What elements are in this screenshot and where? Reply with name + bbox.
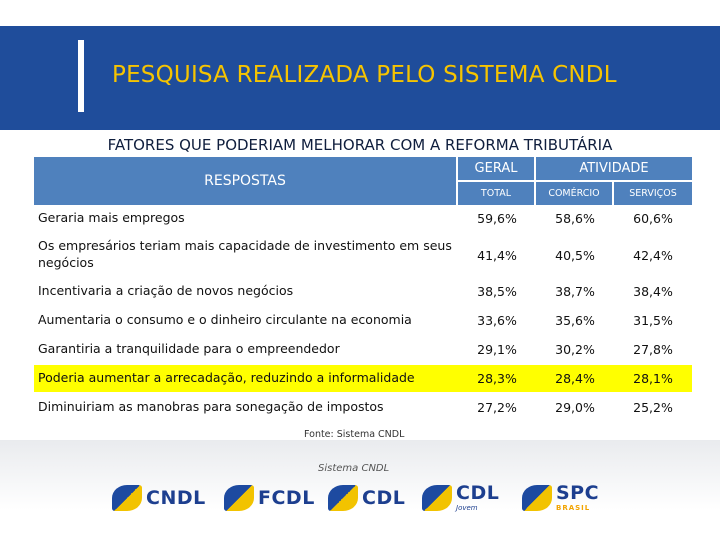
row-label: Incentivaria a criação de novos negócios xyxy=(34,278,458,307)
row-comercio: 28,4% xyxy=(536,365,614,394)
cdl-logo-text: CDL xyxy=(362,486,406,509)
table-title: FATORES QUE PODERIAM MELHORAR COM A REFO… xyxy=(107,136,613,154)
spc-logo-icon xyxy=(522,485,552,511)
row-servicos: 31,5% xyxy=(614,307,692,336)
footer-caption: Sistema CNDL xyxy=(318,463,390,474)
row-label: Diminuiriam as manobras para sonegação d… xyxy=(34,394,458,423)
header-banner: PESQUISA REALIZADA PELO SISTEMA CNDL xyxy=(0,26,720,130)
header-servicos: SERVIÇOS xyxy=(614,182,692,205)
spc-logo-sub: BRASIL xyxy=(556,504,591,512)
row-total: 59,6% xyxy=(458,205,536,234)
row-label: Geraria mais empregos xyxy=(34,205,458,234)
fcdl-logo-text: FCDL xyxy=(258,486,315,509)
cndl-logo-text: CNDL xyxy=(146,486,206,509)
header-accent-bar xyxy=(78,40,84,112)
cdl-logo: CDL xyxy=(328,480,405,516)
fcdl-logo-icon xyxy=(224,485,254,511)
row-servicos: 38,4% xyxy=(614,278,692,307)
header-geral: GERAL xyxy=(458,157,536,182)
cdl-jovem-logo-text: CDL xyxy=(456,482,500,504)
row-comercio: 29,0% xyxy=(536,394,614,423)
table-row: Geraria mais empregos 59,6% 58,6% 60,6% xyxy=(34,205,692,234)
table-row: Aumentaria o consumo e o dinheiro circul… xyxy=(34,307,692,336)
row-label: Aumentaria o consumo e o dinheiro circul… xyxy=(34,307,458,336)
row-comercio: 35,6% xyxy=(536,307,614,336)
spc-brasil-logo: SPC BRASIL xyxy=(522,480,599,516)
row-comercio: 30,2% xyxy=(536,336,614,365)
row-servicos: 60,6% xyxy=(614,205,692,234)
table-row: Diminuiriam as manobras para sonegação d… xyxy=(34,394,692,423)
cndl-logo-icon xyxy=(112,485,142,511)
row-servicos: 25,2% xyxy=(614,394,692,423)
row-label: Poderia aumentar a arrecadação, reduzind… xyxy=(34,365,458,394)
row-total: 41,4% xyxy=(458,234,536,278)
header-total: TOTAL xyxy=(458,182,536,205)
cdl-logo-icon xyxy=(328,485,358,511)
row-total: 29,1% xyxy=(458,336,536,365)
cndl-logo: CNDL xyxy=(112,480,206,516)
row-comercio: 40,5% xyxy=(536,234,614,278)
cdl-jovem-logo-icon xyxy=(422,485,452,511)
source-note: Fonte: Sistema CNDL xyxy=(304,429,405,440)
row-total: 28,3% xyxy=(458,365,536,394)
cdl-jovem-logo-sub: Jovem xyxy=(456,504,478,512)
cdl-jovem-logo: CDL Jovem xyxy=(422,480,499,516)
page-title: PESQUISA REALIZADA PELO SISTEMA CNDL xyxy=(112,62,617,88)
row-total: 38,5% xyxy=(458,278,536,307)
table-row: Os empresários teriam mais capacidade de… xyxy=(34,234,692,278)
spc-logo-text: SPC xyxy=(556,482,600,504)
row-comercio: 38,7% xyxy=(536,278,614,307)
row-servicos: 28,1% xyxy=(614,365,692,394)
row-total: 27,2% xyxy=(458,394,536,423)
table-row: Garantiria a tranquilidade para o empree… xyxy=(34,336,692,365)
header-comercio: COMÉRCIO xyxy=(536,182,614,205)
header-respostas: RESPOSTAS xyxy=(34,157,458,205)
row-total: 33,6% xyxy=(458,307,536,336)
row-label: Garantiria a tranquilidade para o empree… xyxy=(34,336,458,365)
row-servicos: 27,8% xyxy=(614,336,692,365)
row-comercio: 58,6% xyxy=(536,205,614,234)
survey-table: RESPOSTAS GERAL ATIVIDADE TOTAL COMÉRCIO… xyxy=(34,157,692,423)
header-atividade: ATIVIDADE xyxy=(536,157,692,182)
row-servicos: 42,4% xyxy=(614,234,692,278)
row-label: Os empresários teriam mais capacidade de… xyxy=(34,234,458,278)
fcdl-logo: FCDL xyxy=(224,480,315,516)
table-row-highlighted: Poderia aumentar a arrecadação, reduzind… xyxy=(34,365,692,394)
table-row: Incentivaria a criação de novos negócios… xyxy=(34,278,692,307)
